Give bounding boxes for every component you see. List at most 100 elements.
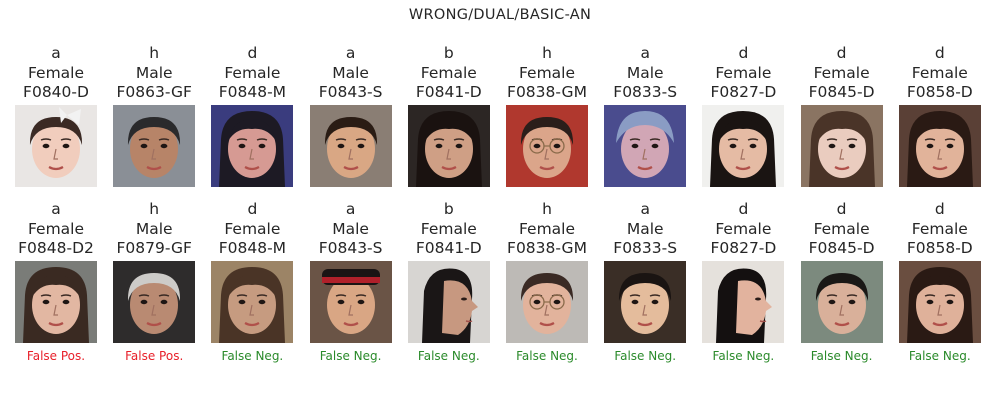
false-negative-label: False Neg. [516,349,578,363]
class-label: d [738,44,749,62]
gender-label: Female [715,219,772,238]
face-portrait [407,105,490,187]
face-image [702,261,785,343]
class-label: b [443,44,454,62]
class-label: h [542,44,552,62]
class-label: a [640,44,650,62]
face-card: a Female F0840-D [7,44,105,187]
class-label: b [443,200,454,218]
subject-id: F0838-GM [507,83,587,101]
class-label: a [51,200,61,218]
face-card: a Male F0833-S [596,44,694,187]
face-portrait [800,105,883,187]
subject-id: F0848-M [218,83,287,101]
face-image [309,261,392,343]
face-card: d Female F0858-D [891,44,989,187]
face-portrait [211,261,294,343]
class-label: a [345,200,356,218]
face-portrait [15,105,97,187]
false-negative-label: False Neg. [614,349,677,363]
subject-id: F0833-S [613,239,678,257]
bottom-row: a Female F0848-D2 False Pos. h Male F0879-GF Fa… [0,200,1000,380]
subject-id: F0833-S [613,83,678,101]
face-portrait [407,261,490,343]
gender-label: Male [626,63,664,82]
face-portrait [898,105,981,187]
face-portrait [604,105,687,187]
face-portrait [309,261,392,343]
face-card: h Male F0863-GF [105,44,203,187]
subject-id: F0838-GM [507,239,587,257]
class-label: d [247,44,258,62]
face-card: d Female F0827-D False Neg. [694,200,792,363]
gender-label: Female [27,63,85,82]
class-label: h [149,44,160,62]
subject-id: F0843-S [318,83,383,101]
face-portrait [604,261,687,343]
face-portrait [15,261,97,343]
false-negative-label: False Neg. [712,349,775,363]
false-positive-label: False Pos. [125,349,184,363]
figure-title: WRONG/DUAL/BASIC-AN [408,7,592,23]
gender-label: Female [813,219,870,238]
gender-label: Male [135,219,173,238]
subject-id: F0843-S [318,239,383,257]
face-image [15,261,97,343]
subject-id: F0879-GF [116,239,192,257]
face-card: a Male F0833-S False Neg. [596,200,694,363]
face-card: b Female F0841-D [400,44,498,187]
face-image [898,261,981,343]
gender-label: Female [911,219,968,238]
class-label: d [738,200,749,218]
top-row: a Female F0840-D h Male F0863-GF d Female F0848-… [0,44,1000,224]
face-image [211,261,294,343]
gender-label: Female [27,219,85,238]
false-negative-label: False Neg. [221,349,284,363]
class-label: h [542,200,552,218]
face-card: a Male F0843-S [302,44,400,187]
false-negative-label: False Neg. [810,349,873,363]
face-image [407,105,490,187]
face-card: h Male F0879-GF False Pos. [105,200,203,363]
false-negative-label: False Neg. [908,349,971,363]
face-portrait [506,261,588,343]
subject-id: F0841-D [415,239,482,257]
subject-id: F0845-D [808,239,875,257]
face-image [604,105,687,187]
gender-label: Female [715,63,772,82]
gender-label: Male [626,219,664,238]
class-label: d [247,200,258,218]
subject-id: F0858-D [906,83,973,101]
class-label: a [345,44,356,62]
face-card: a Male F0843-S False Neg. [302,200,400,363]
face-portrait [113,261,196,343]
face-card: b Female F0841-D False Neg. [400,200,498,363]
class-label: a [51,44,61,62]
face-portrait [506,105,588,187]
gender-label: Female [518,63,576,82]
face-card: a Female F0848-D2 False Pos. [7,200,105,363]
gender-label: Male [332,63,369,82]
face-card: d Female F0848-M False Neg. [203,200,301,363]
gender-label: Female [420,219,477,238]
face-portrait [211,105,294,187]
face-card: h Female F0838-GM False Neg. [498,200,596,363]
subject-id: F0827-D [710,83,777,101]
face-image [113,105,196,187]
false-positive-label: False Pos. [26,349,86,363]
gender-label: Female [224,63,281,82]
gender-label: Female [518,219,576,238]
face-card: d Female F0858-D False Neg. [891,200,989,363]
face-image [113,261,196,343]
gender-label: Male [135,63,173,82]
class-label: d [934,200,945,218]
gender-label: Female [420,63,477,82]
face-portrait [113,105,196,187]
face-card: d Female F0845-D [793,44,891,187]
subject-id: F0840-D [23,83,89,101]
face-card: d Female F0827-D [694,44,792,187]
subject-id: F0863-GF [116,83,192,101]
gender-label: Female [911,63,968,82]
face-image [702,105,785,187]
subject-id: F0848-D2 [18,239,94,257]
